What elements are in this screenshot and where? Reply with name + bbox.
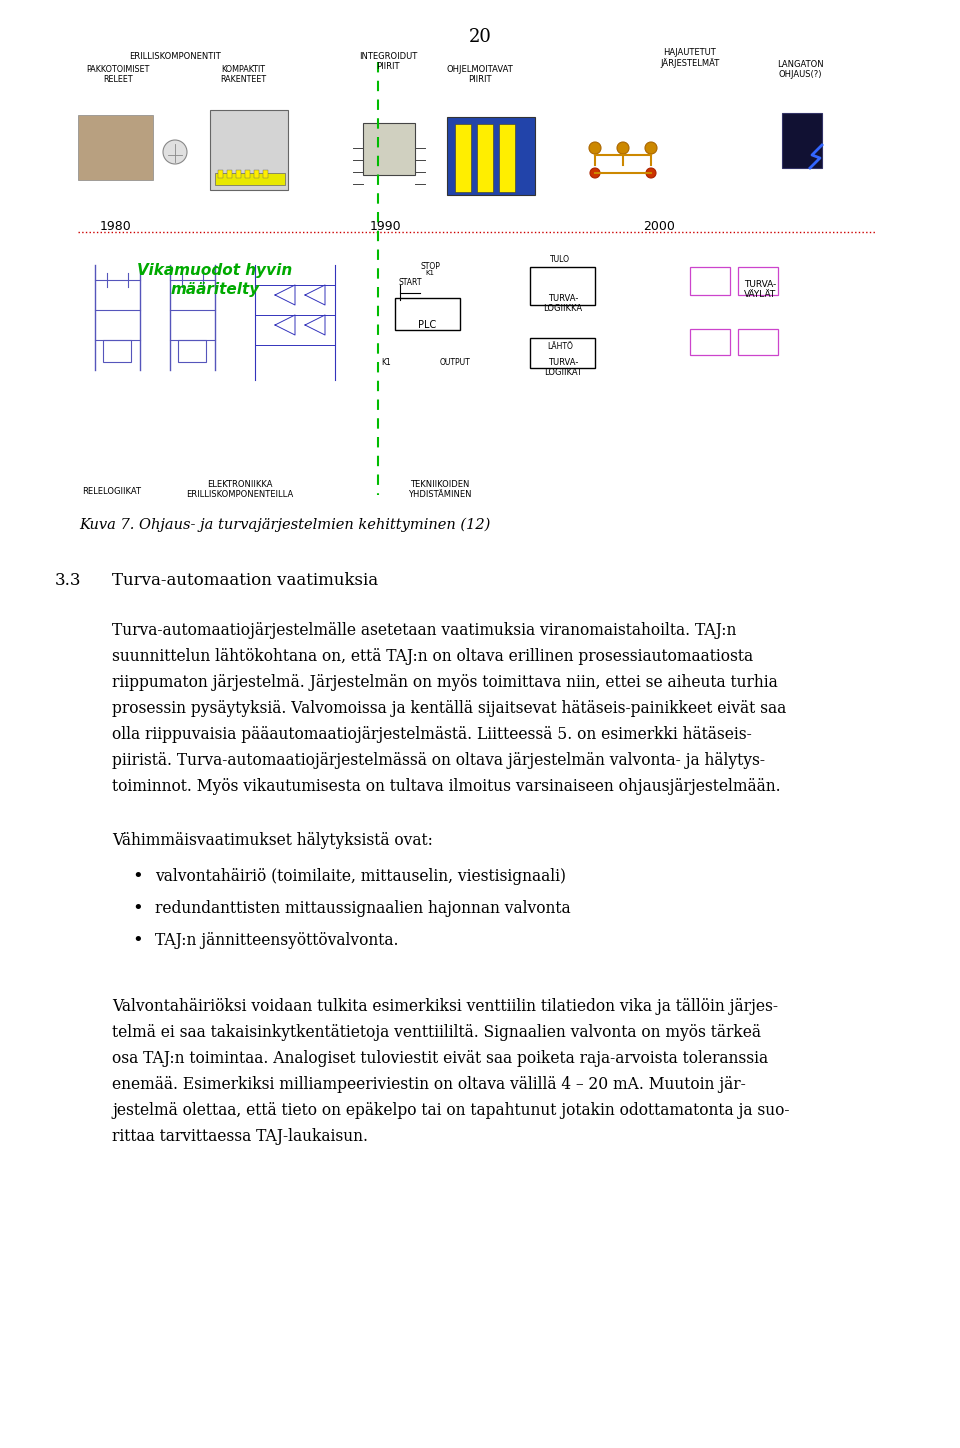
Text: K1: K1 [381, 358, 391, 366]
Circle shape [589, 142, 601, 153]
Text: enemää. Esimerkiksi milliampeeriviestin on oltava välillä 4 – 20 mA. Muutoin jär: enemää. Esimerkiksi milliampeeriviestin … [112, 1076, 746, 1093]
Text: INTEGROIDUT
PIIRIT: INTEGROIDUT PIIRIT [359, 52, 418, 71]
Text: OHJELMOITAVAT
PIIRIT: OHJELMOITAVAT PIIRIT [446, 65, 514, 84]
Bar [245, 169, 250, 178]
Text: TAJ:n jännitteensyöttövalvonta.: TAJ:n jännitteensyöttövalvonta. [155, 933, 398, 948]
Text: Valvontahäiriöksi voidaan tulkita esimerkiksi venttiilin tilatiedon vika ja täll: Valvontahäiriöksi voidaan tulkita esimer… [112, 998, 778, 1015]
Text: TULO: TULO [550, 255, 570, 264]
Text: •: • [132, 933, 143, 950]
Text: LANGATON
OHJAUS(?): LANGATON OHJAUS(?) [777, 59, 824, 80]
Text: prosessin pysäytyksiä. Valvomoissa ja kentällä sijaitsevat hätäseis-painikkeet e: prosessin pysäytyksiä. Valvomoissa ja ke… [112, 699, 786, 717]
Text: suunnittelun lähtökohtana on, että TAJ:n on oltava erillinen prosessiautomaatios: suunnittelun lähtökohtana on, että TAJ:n… [112, 649, 754, 665]
Text: Kuva 7. Ohjaus- ja turvajärjestelmien kehittyminen (12): Kuva 7. Ohjaus- ja turvajärjestelmien ke… [79, 518, 491, 533]
Text: Vähimmäisvaatimukset hälytyksistä ovat:: Vähimmäisvaatimukset hälytyksistä ovat: [112, 833, 433, 849]
Bar [455, 125, 471, 193]
Bar [499, 125, 515, 193]
Text: K1: K1 [425, 269, 435, 277]
Text: STOP: STOP [420, 262, 440, 271]
Text: PLC: PLC [418, 320, 436, 330]
Bar [263, 169, 268, 178]
Text: riippumaton järjestelmä. Järjestelmän on myös toimittava niin, ettei se aiheuta : riippumaton järjestelmä. Järjestelmän on… [112, 673, 778, 691]
Text: Vikamuodot hyvin
määritelty: Vikamuodot hyvin määritelty [137, 264, 293, 297]
Text: osa TAJ:n toimintaa. Analogiset tuloviestit eivät saa poiketa raja-arvoista tole: osa TAJ:n toimintaa. Analogiset tulovies… [112, 1050, 768, 1067]
Bar [103, 340, 131, 362]
Bar [236, 169, 241, 178]
Bar [530, 266, 595, 306]
Bar [254, 169, 259, 178]
Text: 20: 20 [468, 28, 492, 46]
Bar [530, 337, 595, 368]
Text: 1980: 1980 [100, 220, 132, 233]
Text: ERILLISKOMPONENTIT: ERILLISKOMPONENTIT [130, 52, 221, 61]
Bar [786, 155, 818, 164]
Text: piiristä. Turva-automaatiojärjestelmässä on oltava järjestelmän valvonta- ja häl: piiristä. Turva-automaatiojärjestelmässä… [112, 752, 765, 769]
Bar [447, 117, 535, 195]
Text: 2000: 2000 [643, 220, 675, 233]
Text: •: • [132, 867, 143, 886]
Bar [210, 110, 288, 190]
Bar [690, 329, 730, 355]
Text: redundanttisten mittaussignaalien hajonnan valvonta: redundanttisten mittaussignaalien hajonn… [155, 901, 570, 917]
Text: TURVA-
LOGIIKAT: TURVA- LOGIIKAT [544, 358, 582, 378]
Bar [782, 113, 822, 168]
Text: rittaa tarvittaessa TAJ-laukaisun.: rittaa tarvittaessa TAJ-laukaisun. [112, 1128, 368, 1145]
Circle shape [163, 140, 187, 164]
Text: 1990: 1990 [370, 220, 401, 233]
Text: toiminnot. Myös vikautumisesta on tultava ilmoitus varsinaiseen ohjausjärjestelm: toiminnot. Myös vikautumisesta on tultav… [112, 778, 780, 795]
Bar [690, 266, 730, 295]
Bar [363, 123, 415, 175]
Text: LÄHTÖ: LÄHTÖ [547, 342, 573, 350]
Bar [218, 169, 223, 178]
Text: jestelmä olettaa, että tieto on epäkelpo tai on tapahtunut jotakin odottamatonta: jestelmä olettaa, että tieto on epäkelpo… [112, 1102, 789, 1119]
Circle shape [645, 142, 657, 153]
Text: Turva-automaatiojärjestelmälle asetetaan vaatimuksia viranomaistahoilta. TAJ:n: Turva-automaatiojärjestelmälle asetetaan… [112, 623, 736, 639]
Bar [477, 125, 493, 193]
Text: START: START [398, 278, 421, 287]
Bar [395, 298, 460, 330]
Text: 3.3: 3.3 [55, 572, 82, 589]
Text: PAKKOTOIMISET
RELEET: PAKKOTOIMISET RELEET [86, 65, 150, 84]
Text: OUTPUT: OUTPUT [440, 358, 470, 366]
Text: olla riippuvaisia pääautomaatiojärjestelmästä. Liitteessä 5. on esimerkki hätäse: olla riippuvaisia pääautomaatiojärjestel… [112, 725, 752, 743]
Bar [178, 340, 206, 362]
Text: RELELOGIIKAT: RELELOGIIKAT [83, 487, 141, 497]
Text: KOMPAKTIT
RAKENTEET: KOMPAKTIT RAKENTEET [220, 65, 266, 84]
Text: telmä ei saa takaisinkytkentätietoja venttiililtä. Signaalien valvonta on myös t: telmä ei saa takaisinkytkentätietoja ven… [112, 1024, 761, 1041]
Bar [78, 114, 153, 180]
Text: HAJAUTETUT
JÄRJESTELMÄT: HAJAUTETUT JÄRJESTELMÄT [660, 48, 720, 68]
Text: •: • [132, 901, 143, 918]
Text: Turva-automaation vaatimuksia: Turva-automaation vaatimuksia [112, 572, 378, 589]
Bar [227, 169, 232, 178]
Bar [738, 266, 778, 295]
Text: TURVA-
LOGIIKKA: TURVA- LOGIIKKA [543, 294, 583, 313]
Circle shape [590, 168, 600, 178]
Text: TEKNIIKOIDEN
YHDISTÄMINEN: TEKNIIKOIDEN YHDISTÄMINEN [408, 479, 471, 500]
Circle shape [646, 168, 656, 178]
Bar [215, 172, 285, 185]
Bar [738, 329, 778, 355]
Circle shape [617, 142, 629, 153]
Text: valvontahäiriö (toimilaite, mittauselin, viestisignaali): valvontahäiriö (toimilaite, mittauselin,… [155, 867, 566, 885]
Text: TURVA-
VÄYLÄT: TURVA- VÄYLÄT [744, 279, 776, 300]
Text: ELEKTRONIIKKA
ERILLISKOMPONENTEILLA: ELEKTRONIIKKA ERILLISKOMPONENTEILLA [186, 479, 294, 500]
